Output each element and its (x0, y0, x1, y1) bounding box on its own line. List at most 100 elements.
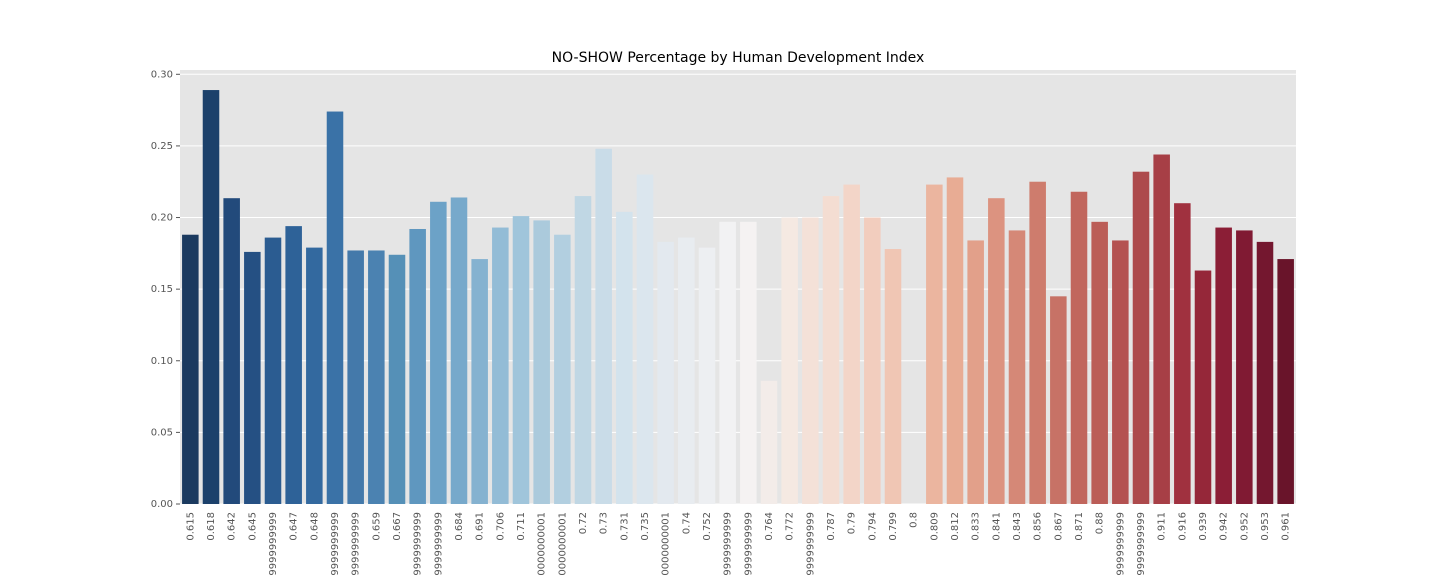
x-tick-label: 0.787 (826, 512, 837, 541)
bar (595, 148, 612, 505)
bar (409, 228, 426, 504)
x-tick-label: 0.812 (950, 512, 961, 541)
x-tick-label: 0.764 (764, 512, 775, 541)
x-tick-label: 9999999999 (1115, 512, 1126, 576)
x-tick-label: 0.8 (909, 512, 920, 528)
bar (388, 254, 406, 504)
bar (202, 90, 220, 505)
y-tick-label: 0.05 (151, 427, 173, 438)
bar (244, 251, 261, 504)
bar (1277, 259, 1294, 504)
y-tick-label: 0.00 (151, 499, 173, 510)
x-tick-label: 0.772 (785, 512, 796, 541)
x-tick-label: 0000000001 (661, 512, 672, 576)
bar (822, 196, 840, 504)
bar (347, 250, 364, 504)
bar (1215, 227, 1232, 505)
bar (306, 247, 323, 504)
x-tick-label: 0.794 (867, 512, 878, 541)
x-tick-label: 0.73 (599, 512, 610, 534)
bar (1112, 240, 1129, 504)
x-tick-label: 0000000001 (537, 512, 548, 576)
bar (698, 247, 716, 504)
bar (182, 234, 199, 504)
x-tick-label: 0.809 (929, 512, 940, 541)
bar (471, 259, 488, 504)
bar (492, 227, 509, 505)
x-tick-label: 0.911 (1157, 512, 1168, 541)
y-tick-label: 0.30 (151, 69, 173, 80)
x-tick-label: 0000000001 (557, 512, 568, 576)
bar (326, 111, 344, 504)
bar (450, 197, 468, 504)
bar (1070, 191, 1088, 504)
x-tick-label: 0.684 (454, 512, 465, 541)
x-tick-label: 0.856 (1033, 512, 1044, 541)
x-tick-label: 0.942 (1219, 512, 1230, 541)
x-tick-label: 9999999999 (330, 512, 341, 576)
y-tick-label: 0.15 (151, 284, 173, 295)
x-tick-label: 9999999999 (1136, 512, 1147, 576)
x-tick-label: 9999999999 (268, 512, 279, 576)
plot-area (180, 70, 1296, 504)
chart-title: NO-SHOW Percentage by Human Development … (552, 50, 925, 66)
x-tick-label: 0.618 (206, 512, 217, 541)
x-tick-label: 0.642 (227, 512, 238, 541)
x-tick-label: 0.79 (847, 512, 858, 534)
bar (1174, 203, 1191, 504)
bar (533, 220, 550, 504)
bar (1050, 296, 1067, 504)
y-tick-label: 0.20 (151, 213, 173, 224)
bar (1091, 221, 1108, 505)
bar (946, 177, 964, 505)
x-tick-label: 0.731 (619, 512, 630, 541)
x-tick-label: 0.88 (1095, 512, 1106, 534)
bar (1194, 270, 1212, 504)
bar (285, 226, 302, 504)
x-tick-label: 0.648 (309, 512, 320, 541)
bar (926, 184, 943, 504)
x-tick-label: 0.706 (495, 512, 506, 541)
bar (740, 221, 757, 505)
bar (843, 184, 860, 504)
x-tick-label: 0.799 (888, 512, 899, 541)
x-tick-label: 0.615 (185, 512, 196, 541)
x-tick-label: 9999999999 (413, 512, 424, 576)
x-tick-label: 0.74 (681, 512, 692, 534)
bar (616, 211, 633, 504)
bar (1008, 230, 1026, 505)
x-tick-label: 0.867 (1053, 512, 1064, 541)
x-tick-label: 0.841 (991, 512, 1002, 541)
bar (864, 217, 881, 504)
bar (781, 217, 798, 504)
x-tick-label: 0.961 (1281, 512, 1292, 541)
bar (1153, 154, 1170, 505)
x-tick-label: 0.647 (289, 512, 300, 541)
bar (1029, 181, 1046, 504)
bar (430, 201, 447, 504)
x-tick-label: 0.871 (1074, 512, 1085, 541)
bar (967, 240, 984, 504)
x-tick-label: 0.667 (392, 512, 403, 541)
x-tick-label: 0.711 (516, 512, 527, 541)
bar (802, 217, 819, 504)
x-tick-label: 0.916 (1177, 512, 1188, 541)
bar (678, 237, 695, 504)
x-tick-label: 9999999999 (351, 512, 362, 576)
bar (760, 380, 778, 504)
bar (574, 196, 592, 504)
bar (719, 221, 736, 505)
x-tick-label: 0.953 (1260, 512, 1271, 541)
bar (657, 241, 674, 504)
bar (1256, 241, 1274, 504)
x-tick-label: 0.659 (371, 512, 382, 541)
x-tick-label: 0.691 (475, 512, 486, 541)
bar (1236, 230, 1253, 505)
bar (223, 198, 240, 505)
x-tick-label: 9999999999 (805, 512, 816, 576)
bar (512, 216, 530, 505)
x-tick-label: 0.72 (578, 512, 589, 534)
y-tick-label: 0.10 (151, 356, 173, 367)
y-tick-label: 0.25 (151, 141, 173, 152)
